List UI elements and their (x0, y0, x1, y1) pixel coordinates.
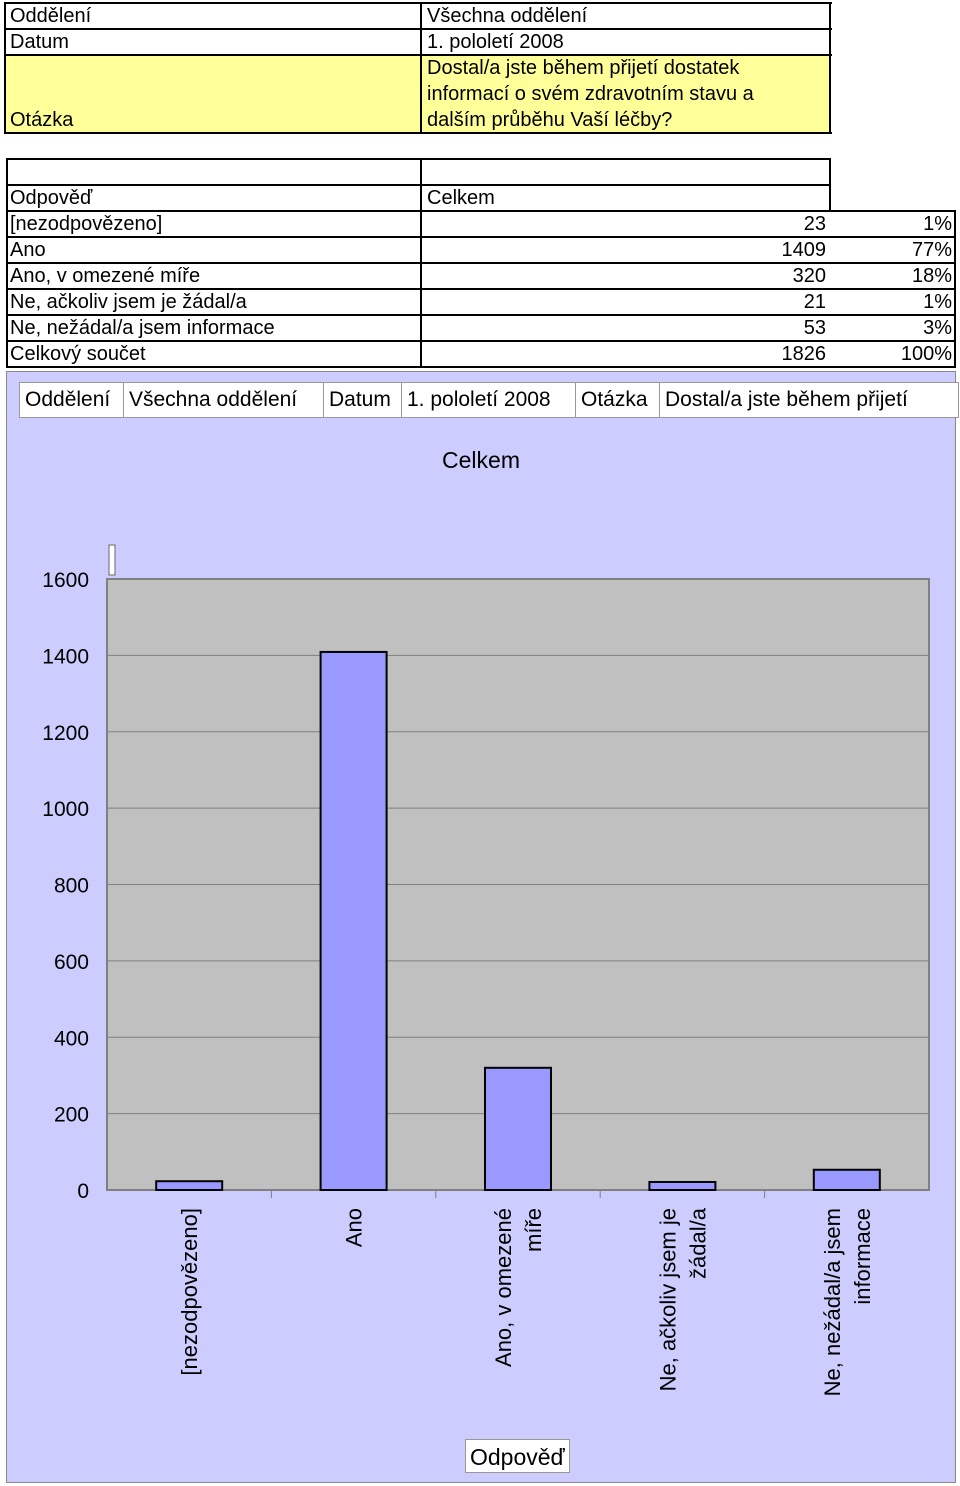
row-count: 320 (792, 265, 826, 287)
y-tick-label: 1200 (42, 722, 89, 745)
header-label-question: Otázka (10, 109, 74, 131)
header-value-date: 1. pololetí 2008 (427, 31, 564, 53)
row-percent: 18% (911, 265, 952, 287)
filter-value-date[interactable]: 1. pololetí 2008 (401, 382, 589, 418)
y-tick-label: 400 (54, 1027, 89, 1050)
row-percent: 3% (923, 317, 952, 339)
row-count: 53 (803, 317, 826, 339)
filter-value-department[interactable]: Všechna oddělení (123, 382, 337, 418)
row-percent: 1% (923, 291, 952, 313)
row-label: Ano (10, 239, 46, 261)
header-value-department: Všechna oddělení (427, 5, 588, 27)
x-category-label: Ano (342, 1208, 367, 1247)
bar (484, 1066, 552, 1191)
header-question-line-1: Dostal/a jste během přijetí dostatek (427, 57, 740, 79)
row-percent: 77% (911, 239, 952, 261)
question-highlight (4, 54, 830, 134)
y-tick-label: 200 (54, 1104, 89, 1127)
legend-stub (108, 544, 116, 576)
row-label: [nezodpovězeno] (10, 213, 163, 235)
y-tick-label: 600 (54, 951, 89, 974)
y-tick-label: 1400 (42, 645, 89, 668)
row-percent: 1% (923, 213, 952, 235)
x-category-label: Ne, ačkoliv jsem je (655, 1208, 680, 1391)
header-question-line-2: informací o svém zdravotním stavu a (427, 83, 754, 105)
row-percent: 100% (900, 343, 952, 365)
chart-title: Celkem (442, 447, 520, 473)
bar (648, 1180, 717, 1192)
bar-chart: Celkem 0 200 400 600 800 1000 1200 1400 1600 [ne… (42, 447, 930, 1396)
x-category-label: Ne, nežádal/a jsem (820, 1208, 845, 1396)
row-label: Ne, nežádal/a jsem informace (10, 317, 275, 339)
x-category-label: informace (850, 1208, 875, 1305)
filter-label-question[interactable]: Otázka (575, 382, 673, 418)
y-tick-label: 1000 (42, 798, 89, 821)
header-question-line-3: dalším průběhu Vaší léčby? (427, 109, 673, 131)
header-label-department: Oddělení (10, 5, 92, 27)
row-count: 21 (803, 291, 826, 313)
filter-label-date[interactable]: Datum (323, 382, 415, 418)
x-category-label: Ano, v omezené (491, 1208, 516, 1367)
row-count: 1826 (781, 343, 827, 365)
bar (155, 1180, 224, 1191)
y-tick-label: 800 (54, 875, 89, 898)
table-header-answer: Odpověď (10, 187, 93, 209)
x-category-label: [nezodpovězeno] (177, 1208, 202, 1376)
row-count: 1409 (781, 239, 827, 261)
filter-label-department[interactable]: Oddělení (19, 382, 137, 418)
row-label: Ano, v omezené míře (10, 265, 201, 287)
row-count: 23 (803, 213, 826, 235)
bar (812, 1168, 881, 1191)
header-label-date: Datum (10, 31, 69, 53)
filter-value-question[interactable]: Dostal/a jste během přijetí (659, 382, 959, 418)
bar (319, 650, 388, 1191)
y-tick-label: 0 (77, 1180, 89, 1203)
row-label: Ne, ačkoliv jsem je žádal/a (10, 291, 247, 313)
x-category-label: míře (521, 1208, 546, 1252)
row-label: Celkový součet (10, 343, 146, 365)
table-header-total: Celkem (427, 187, 495, 209)
x-axis-label[interactable]: Odpověď (465, 1439, 570, 1473)
y-tick-label: 1600 (42, 569, 89, 592)
x-category-label: žádal/a (685, 1207, 710, 1279)
chart-area: Oddělení Všechna oddělení Datum 1. polol… (6, 371, 959, 1483)
